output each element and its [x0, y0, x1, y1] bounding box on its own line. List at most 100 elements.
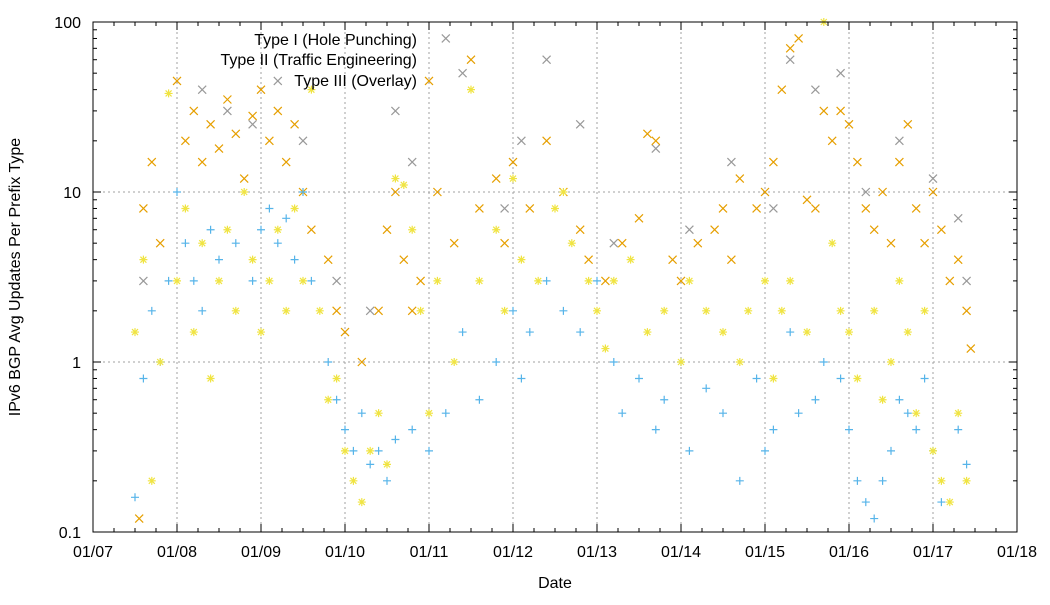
data-point: [450, 358, 459, 366]
data-point: [214, 144, 224, 154]
data-point: [735, 358, 744, 366]
data-point: [332, 306, 342, 316]
data-point: [206, 374, 215, 383]
data-point: [962, 276, 972, 286]
data-point: [810, 204, 820, 213]
data-point: [407, 157, 417, 167]
data-point: [147, 157, 157, 167]
data-point: [894, 157, 904, 167]
data-point: [777, 306, 786, 315]
legend-entry-type-ii: Type II (Traffic Engineering): [220, 52, 417, 69]
data-point: [222, 106, 232, 116]
data-point: [425, 409, 433, 418]
data-point: [844, 119, 854, 129]
data-point: [718, 204, 728, 213]
data-point: [323, 255, 333, 265]
data-point: [223, 225, 232, 234]
data-point: [365, 306, 375, 316]
y-tick-label: 1: [72, 355, 81, 372]
data-point: [357, 357, 367, 367]
data-point: [929, 446, 937, 455]
data-point: [416, 306, 425, 315]
data-point: [281, 157, 291, 167]
data-point: [651, 425, 660, 434]
plot-frame: [92, 21, 1018, 533]
data-point: [911, 204, 921, 213]
data-point: [635, 374, 643, 383]
data-point: [181, 239, 190, 248]
data-point: [811, 395, 820, 404]
data-point: [810, 85, 820, 95]
data-point: [508, 157, 518, 167]
data-point: [500, 238, 510, 248]
data-point: [189, 328, 198, 337]
data-point: [500, 204, 510, 213]
data-point: [239, 174, 249, 183]
data-point: [138, 204, 148, 213]
data-point: [953, 255, 963, 265]
data-point: [643, 328, 652, 337]
x-tick-label: 01/17: [913, 544, 953, 561]
data-point: [887, 446, 895, 455]
data-point: [198, 306, 207, 315]
data-point: [962, 476, 971, 485]
data-point: [407, 306, 417, 316]
data-point: [474, 204, 484, 213]
data-point: [936, 225, 946, 235]
data-point: [937, 476, 946, 485]
data-point: [677, 358, 685, 366]
data-point: [180, 136, 190, 146]
x-tick-label: 01/10: [325, 544, 365, 561]
data-point: [735, 174, 745, 183]
data-point: [475, 395, 484, 404]
data-point: [324, 395, 333, 404]
data-point: [878, 395, 887, 404]
data-point: [845, 425, 853, 434]
data-point: [719, 328, 727, 337]
data-point: [912, 425, 921, 434]
data-point: [761, 446, 769, 455]
x-tick-label: 01/16: [829, 544, 869, 561]
data-point: [836, 374, 845, 383]
data-point: [198, 239, 207, 248]
series-3: [131, 18, 971, 507]
data-point: [869, 225, 879, 235]
data-point: [601, 344, 610, 353]
data-point: [903, 409, 912, 418]
data-point: [937, 498, 946, 507]
data-point: [768, 157, 778, 167]
data-point: [642, 129, 652, 139]
data-point: [424, 76, 434, 86]
data-point: [836, 106, 846, 116]
data-point: [391, 174, 400, 183]
data-point: [719, 409, 727, 418]
data-point: [449, 238, 459, 248]
data-point: [726, 255, 736, 265]
y-tick-labels: 0.1 1 10 100: [54, 15, 81, 542]
data-point: [257, 328, 265, 337]
data-point: [290, 119, 300, 129]
data-point: [551, 204, 559, 213]
data-point: [785, 55, 795, 65]
data-point: [366, 446, 375, 455]
data-point: [609, 238, 619, 248]
x-tick-label: 01/14: [661, 544, 701, 561]
data-point: [215, 255, 223, 264]
data-point: [341, 446, 349, 455]
data-point: [794, 34, 804, 43]
y-tick-label: 100: [54, 15, 81, 32]
data-point: [895, 276, 904, 285]
data-point: [828, 239, 837, 248]
data-point: [802, 195, 812, 205]
data-point: [248, 255, 257, 264]
data-point: [341, 425, 349, 434]
data-point: [222, 95, 232, 104]
x-tick-label: 01/15: [745, 544, 785, 561]
data-point: [139, 374, 148, 383]
data-point: [425, 446, 433, 455]
data-point: [332, 374, 341, 383]
data-point: [954, 409, 963, 418]
data-point: [559, 306, 568, 315]
data-point: [441, 34, 451, 43]
data-point: [509, 306, 517, 315]
